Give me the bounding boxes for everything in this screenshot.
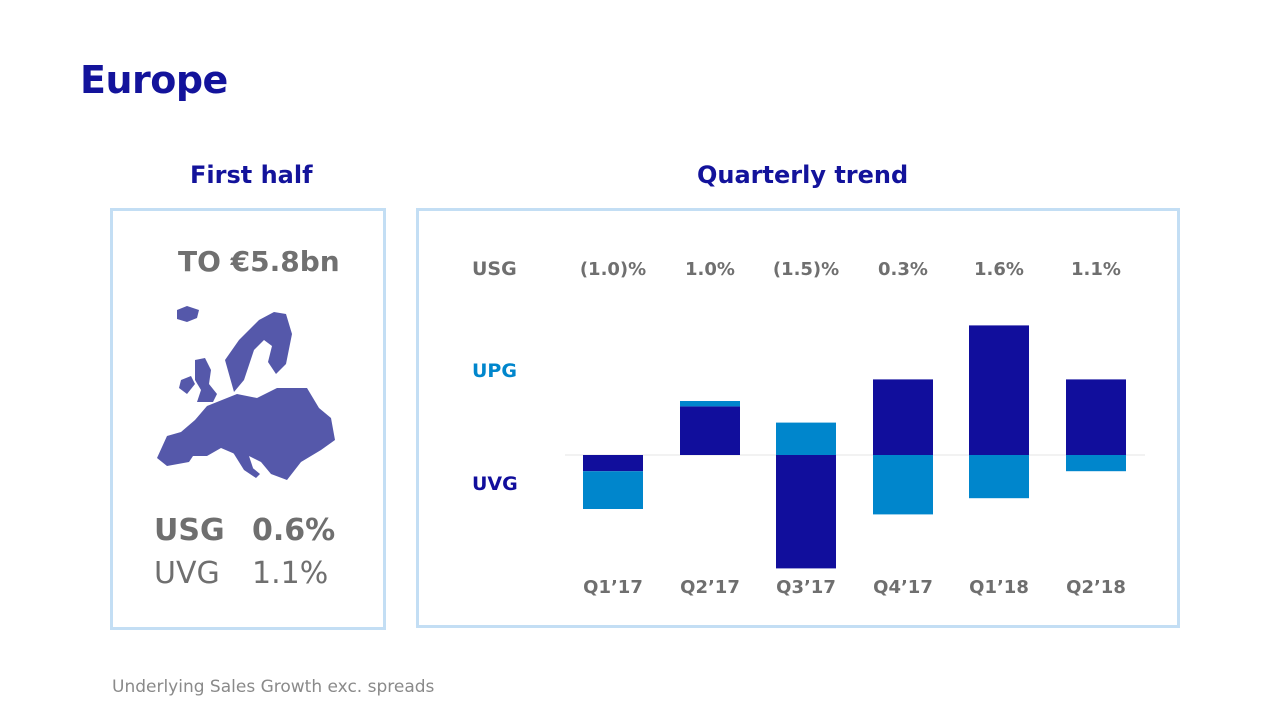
usg-value-label: 1.1% [1071, 259, 1121, 280]
bar-uvg-0 [583, 455, 643, 472]
page-title: Europe [80, 58, 228, 102]
bar-uvg-5 [1066, 379, 1126, 455]
turnover-value: TO €5.8bn [178, 245, 340, 278]
usg-value-label: (1.0)% [579, 259, 647, 280]
usg-value-label: 1.6% [974, 259, 1024, 280]
bar-upg-3 [873, 455, 933, 515]
bar-upg-1 [680, 401, 740, 407]
footnote: Underlying Sales Growth exc. spreads [112, 677, 435, 697]
first-half-panel [110, 208, 386, 630]
quarterly-trend-heading: Quarterly trend [697, 161, 909, 189]
x-tick-label: Q1’18 [969, 577, 1029, 598]
quarterly-trend-panel [416, 208, 1180, 628]
usg-value-label: 0.3% [878, 259, 928, 280]
first-half-heading: First half [190, 161, 313, 189]
bar-uvg-2 [776, 455, 836, 569]
usg-label: USG [154, 513, 225, 548]
bar-upg-0 [583, 471, 643, 509]
uvg-row-label: UVG [472, 473, 518, 495]
usg-value-label: 1.0% [685, 259, 735, 280]
bar-upg-5 [1066, 455, 1126, 472]
x-tick-label: Q4’17 [873, 577, 933, 598]
bar-upg-4 [969, 455, 1029, 499]
bar-upg-2 [776, 422, 836, 455]
bar-uvg-1 [680, 406, 740, 455]
uvg-label: UVG [154, 556, 220, 591]
x-tick-label: Q3’17 [776, 577, 836, 598]
x-tick-label: Q2’18 [1066, 577, 1126, 598]
usg-value: 0.6% [252, 513, 336, 548]
europe-map-icon [157, 306, 335, 480]
usg-row-label: USG [472, 258, 517, 280]
usg-value-label: (1.5)% [772, 259, 840, 280]
bar-uvg-3 [873, 379, 933, 455]
x-tick-label: Q1’17 [583, 577, 643, 598]
upg-row-label: UPG [472, 360, 517, 382]
uvg-value: 1.1% [252, 556, 329, 591]
x-tick-label: Q2’17 [680, 577, 740, 598]
bar-uvg-4 [969, 325, 1029, 455]
